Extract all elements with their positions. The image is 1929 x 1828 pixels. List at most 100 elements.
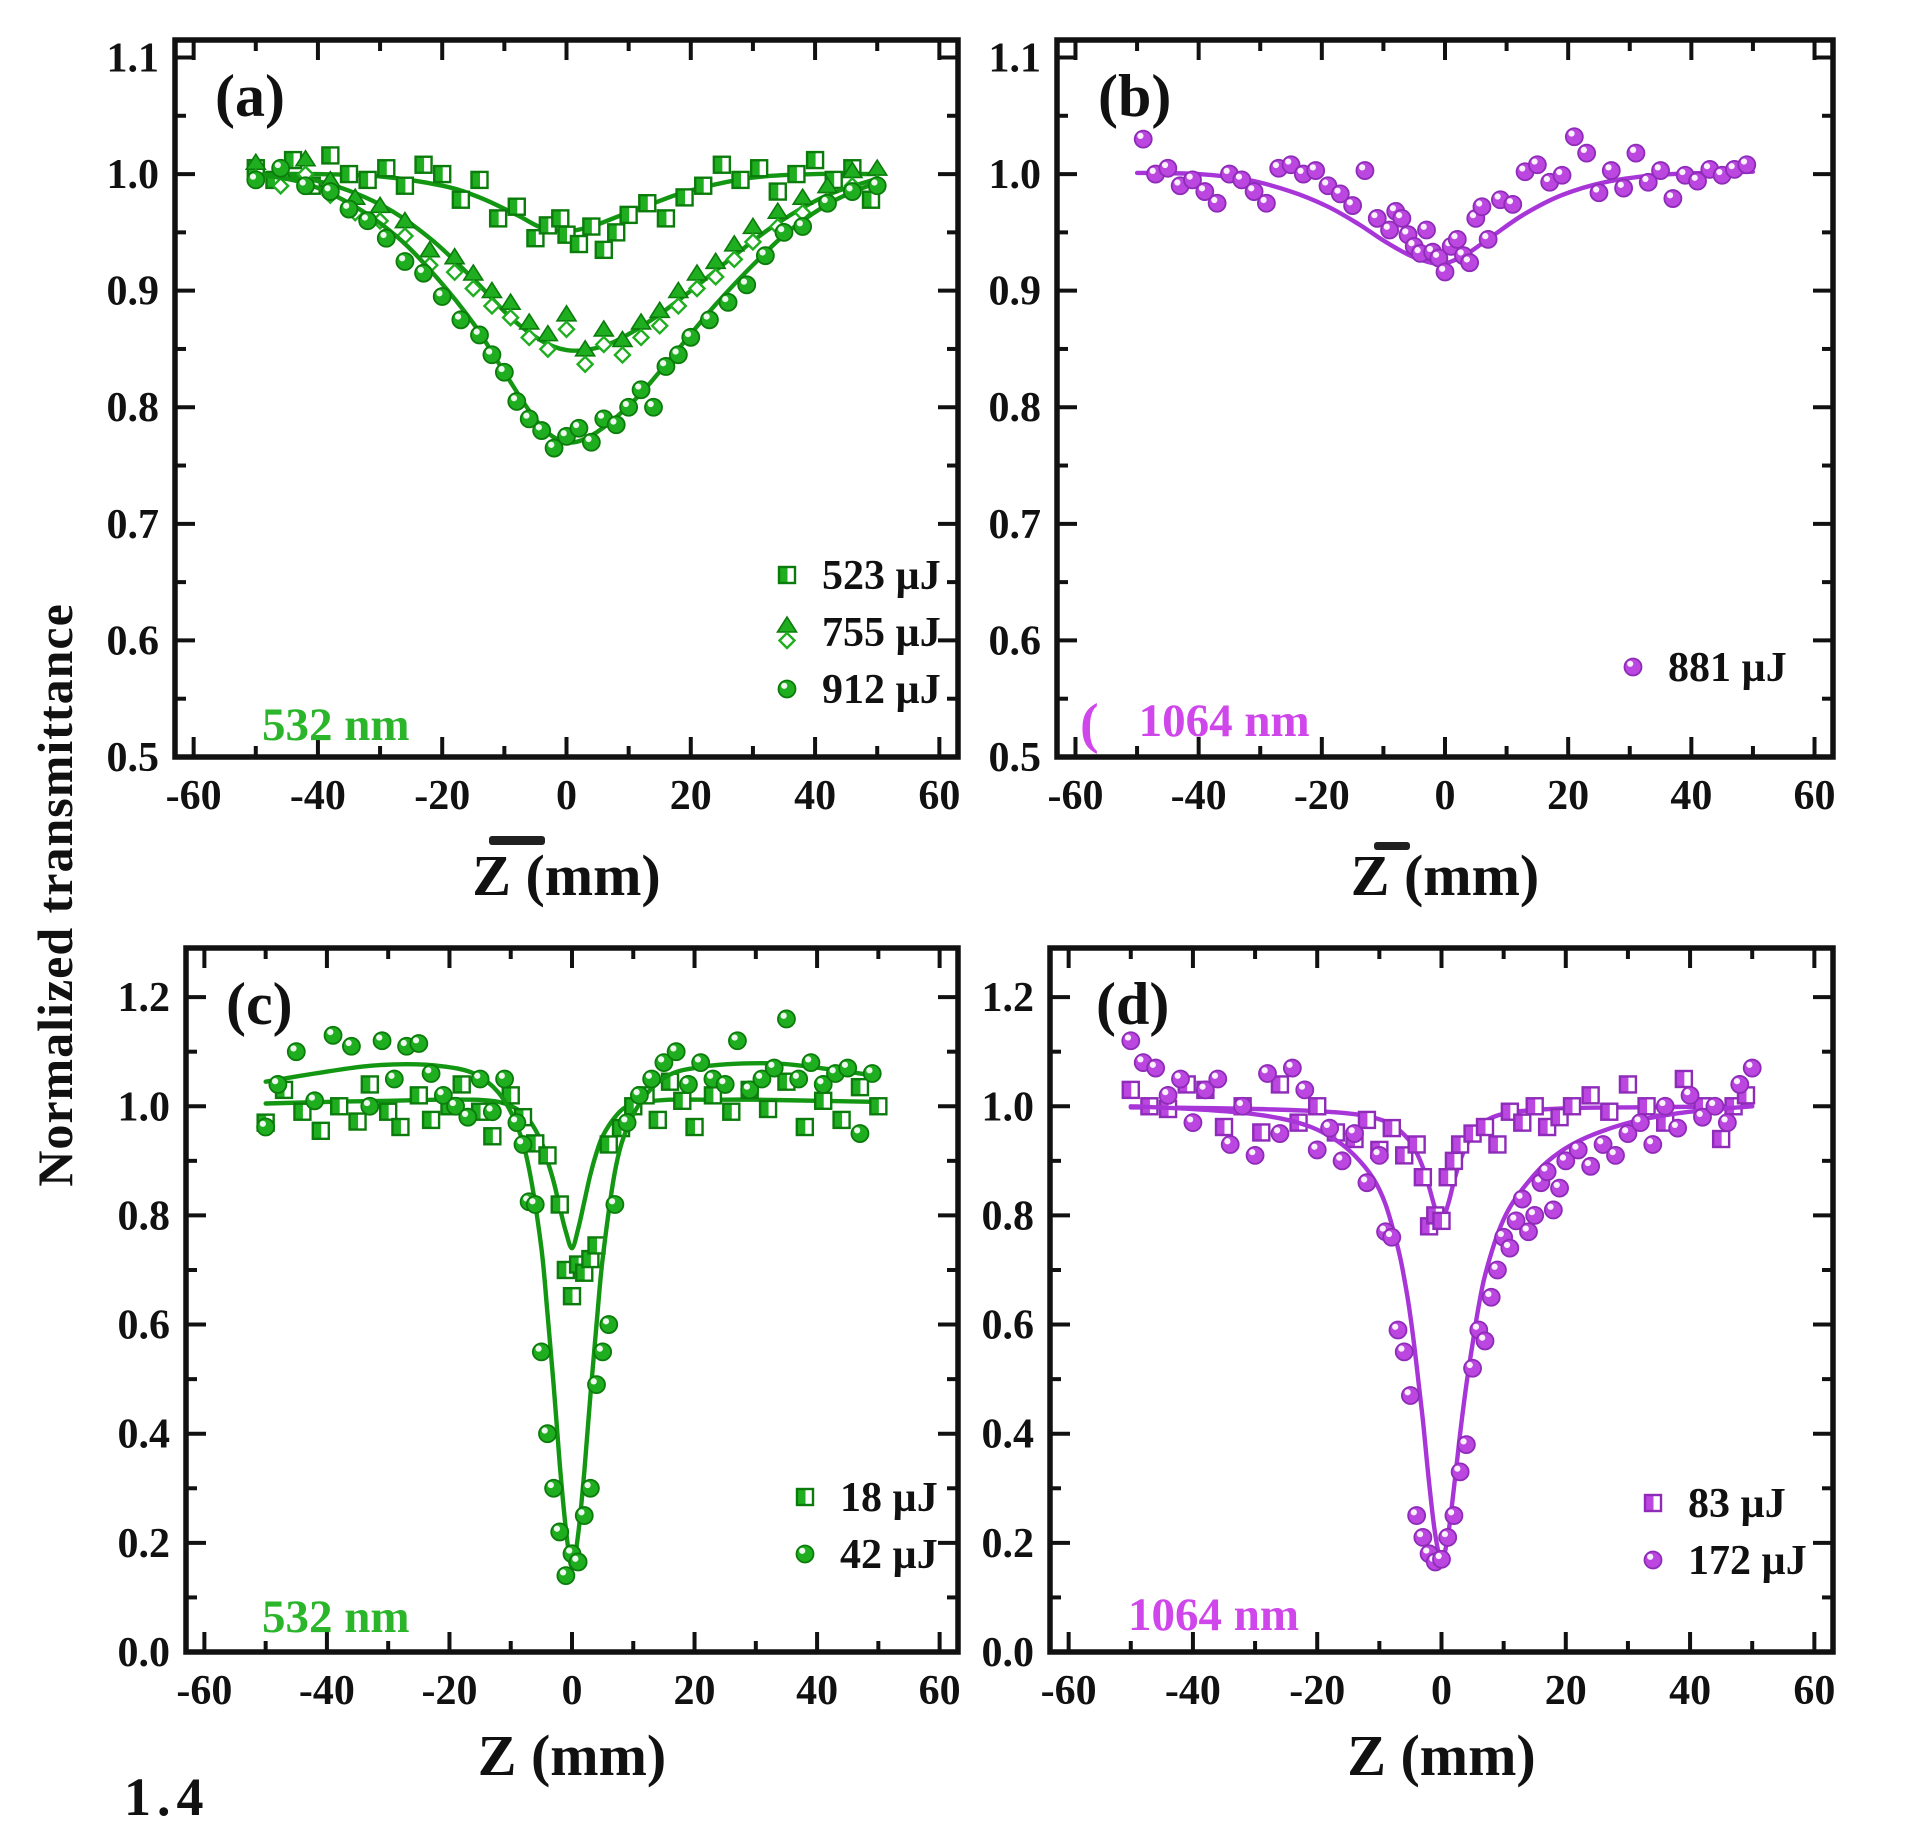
- svg-text:1.0: 1.0: [118, 1084, 171, 1130]
- svg-text:20: 20: [1545, 1668, 1587, 1714]
- svg-text:1.2: 1.2: [118, 975, 171, 1021]
- panel-c-label: (c): [226, 971, 293, 1037]
- svg-text:0.9: 0.9: [107, 269, 160, 315]
- panel-b-label: (b): [1098, 63, 1172, 129]
- svg-text:0.7: 0.7: [107, 502, 160, 548]
- svg-text:60: 60: [919, 1668, 961, 1714]
- paren-artifact: (: [1080, 693, 1099, 755]
- svg-text:-60: -60: [176, 1668, 232, 1714]
- panel-a-label: (a): [215, 63, 285, 129]
- panel-b-wavelength-label: (1064 nm: [1080, 692, 1310, 756]
- svg-text:20: 20: [1547, 773, 1589, 819]
- svg-text:40: 40: [1669, 1668, 1711, 1714]
- svg-text:20: 20: [670, 773, 712, 819]
- smudge-artifact: [1374, 842, 1410, 850]
- legend-d: 83 µJ 172 µJ: [1638, 1480, 1807, 1594]
- panel-d-wavelength-label: 1064 nm: [1128, 1589, 1300, 1641]
- legend-label: 523 µJ: [822, 553, 941, 599]
- svg-text:0.8: 0.8: [107, 385, 160, 431]
- legend-marker-half-square-icon: [1643, 1493, 1663, 1513]
- svg-text:40: 40: [796, 1668, 838, 1714]
- svg-text:1.1: 1.1: [989, 35, 1042, 81]
- legend-c: 18 µJ 42 µJ: [790, 1474, 938, 1588]
- svg-text:60: 60: [1793, 1668, 1835, 1714]
- legend-marker-triangle-diamond-icon: [776, 615, 798, 650]
- x-axis-label-b: Z (mm): [1350, 843, 1540, 908]
- panel-b-wavelength-text: 1064 nm: [1138, 695, 1310, 747]
- svg-text:60: 60: [918, 773, 960, 819]
- x-axis-label-a: Z (mm): [472, 843, 661, 908]
- svg-text:0.7: 0.7: [989, 502, 1042, 548]
- panel-a: -60 -40 -20 0 20 40 60 0.5 0.6 0.7 0.8 0.9 1.0 1.1: [107, 35, 961, 819]
- legend-a: 523 µJ 755 µJ 912 µJ: [772, 552, 941, 723]
- legend-marker-ball-icon: [777, 679, 797, 699]
- svg-text:0.5: 0.5: [107, 735, 160, 781]
- svg-text:-60: -60: [166, 773, 222, 819]
- smudge-artifact: [489, 836, 545, 845]
- legend-item: 881 µJ: [1618, 644, 1787, 692]
- legend-label: 42 µJ: [840, 1532, 938, 1578]
- svg-text:1.0: 1.0: [989, 152, 1042, 198]
- svg-text:0.8: 0.8: [982, 1193, 1035, 1239]
- svg-text:-40: -40: [290, 773, 346, 819]
- legend-item: 912 µJ: [772, 666, 941, 714]
- svg-text:0.0: 0.0: [118, 1630, 171, 1676]
- panel-c: -60 -40 -20 0 20 40 60 0.0 0.2 0.4 0.6 0.8 1.0 1.2: [118, 945, 961, 1714]
- y-axis-label: Normalized transmittance: [27, 603, 83, 1187]
- legend-item: 755 µJ: [772, 609, 941, 657]
- svg-text:0.6: 0.6: [989, 618, 1042, 664]
- svg-text:1.0: 1.0: [107, 152, 160, 198]
- svg-text:-40: -40: [1171, 773, 1227, 819]
- legend-item: 42 µJ: [790, 1531, 938, 1579]
- svg-text:0.4: 0.4: [118, 1412, 171, 1458]
- svg-text:0.8: 0.8: [989, 385, 1042, 431]
- svg-text:0.6: 0.6: [107, 618, 160, 664]
- svg-text:1.2: 1.2: [982, 975, 1035, 1021]
- svg-text:0: 0: [1435, 773, 1456, 819]
- panel-d-label: (d): [1096, 971, 1170, 1037]
- svg-text:0: 0: [556, 773, 577, 819]
- legend-b: 881 µJ: [1618, 644, 1787, 701]
- legend-item: 523 µJ: [772, 552, 941, 600]
- legend-label: 912 µJ: [822, 667, 941, 713]
- svg-text:0.6: 0.6: [982, 1303, 1035, 1349]
- svg-text:0: 0: [562, 1668, 583, 1714]
- svg-text:-20: -20: [1289, 1668, 1345, 1714]
- svg-text:0.8: 0.8: [118, 1193, 171, 1239]
- legend-label: 172 µJ: [1688, 1538, 1807, 1584]
- svg-text:-60: -60: [1041, 1668, 1097, 1714]
- svg-text:-60: -60: [1047, 773, 1103, 819]
- legend-item: 83 µJ: [1638, 1480, 1807, 1528]
- svg-text:-40: -40: [299, 1668, 355, 1714]
- panel-c-wavelength-label: 532 nm: [262, 1591, 410, 1643]
- svg-text:0.9: 0.9: [989, 269, 1042, 315]
- svg-text:0: 0: [1431, 1668, 1452, 1714]
- legend-marker-half-square-icon: [777, 565, 797, 585]
- legend-marker-ball-icon: [1643, 1550, 1663, 1570]
- svg-text:0.2: 0.2: [982, 1521, 1035, 1567]
- legend-marker-half-square-icon: [795, 1487, 815, 1507]
- legend-label: 83 µJ: [1688, 1481, 1786, 1527]
- svg-text:0.4: 0.4: [982, 1412, 1035, 1458]
- svg-text:0.5: 0.5: [989, 735, 1042, 781]
- legend-label: 18 µJ: [840, 1475, 938, 1521]
- x-axis-label-d: Z (mm): [1347, 1723, 1536, 1788]
- panel-d: -60 -40 -20 0 20 40 60 0.0 0.2 0.4 0.6 0.8 1.0 1.2: [982, 945, 1836, 1714]
- legend-item: 18 µJ: [790, 1474, 938, 1522]
- svg-text:0.6: 0.6: [118, 1303, 171, 1349]
- svg-text:1.1: 1.1: [107, 35, 160, 81]
- svg-text:60: 60: [1794, 773, 1836, 819]
- svg-text:-40: -40: [1165, 1668, 1221, 1714]
- svg-text:0.0: 0.0: [982, 1630, 1035, 1676]
- legend-item: 172 µJ: [1638, 1537, 1807, 1585]
- svg-text:-20: -20: [1294, 773, 1350, 819]
- svg-text:-20: -20: [421, 1668, 477, 1714]
- x-axis-label-c: Z (mm): [477, 1723, 667, 1788]
- svg-text:1.0: 1.0: [982, 1084, 1035, 1130]
- legend-label: 755 µJ: [822, 610, 941, 656]
- svg-text:40: 40: [1670, 773, 1712, 819]
- panel-b: -60 -40 -20 0 20 40 60 0.5 0.6 0.7 0.8 0.9 1.0 1.1: [989, 35, 1836, 819]
- svg-text:20: 20: [674, 1668, 716, 1714]
